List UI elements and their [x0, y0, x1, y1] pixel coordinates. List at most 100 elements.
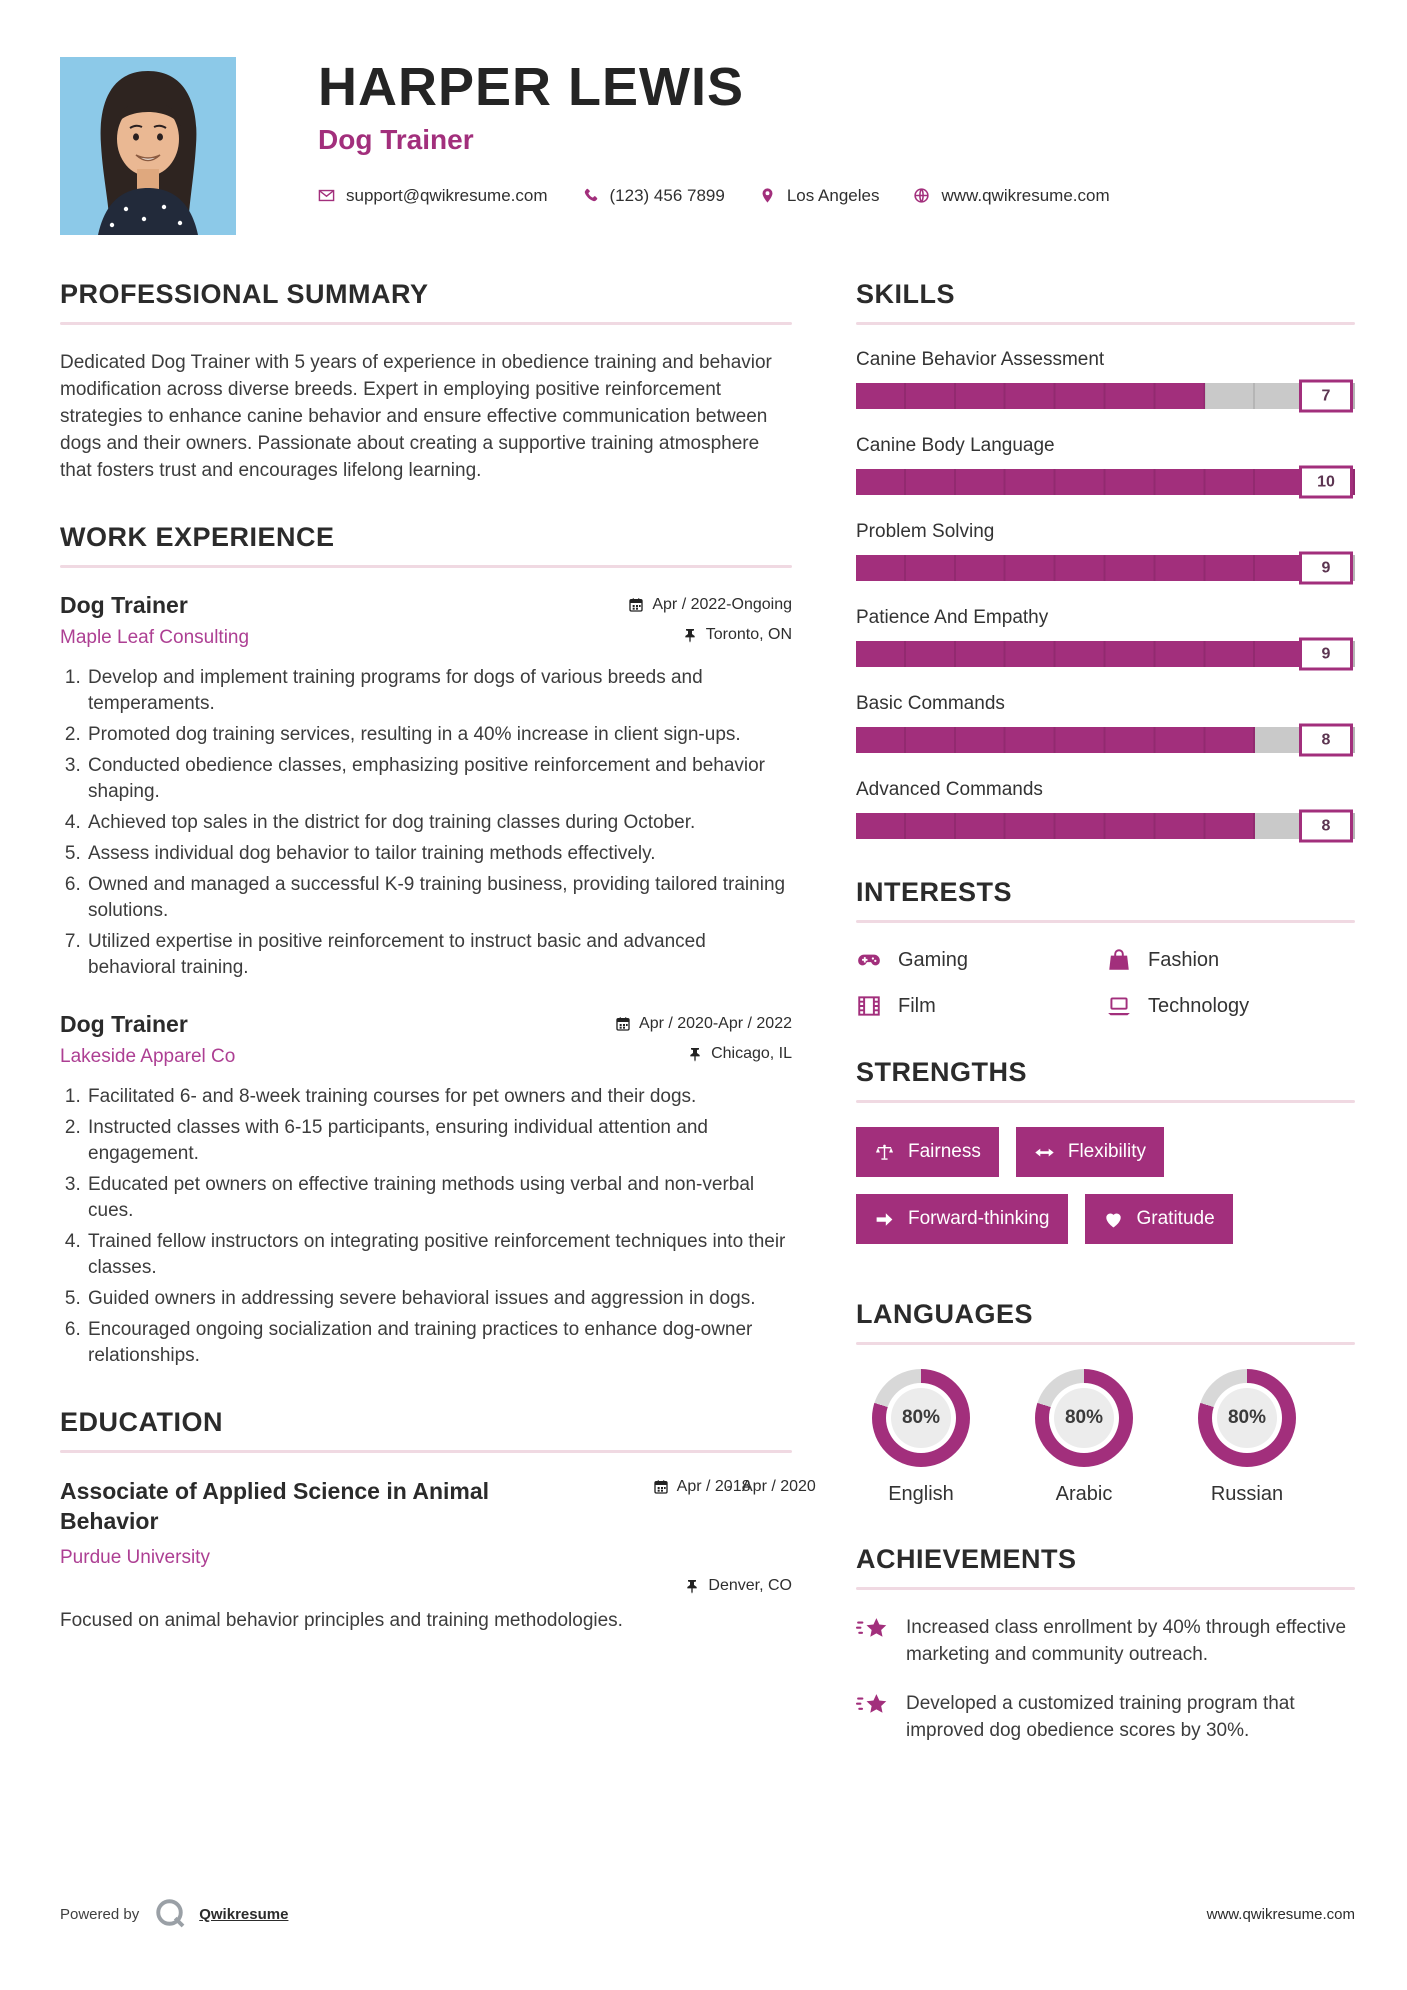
section-interests: INTERESTS Gaming Fashion [856, 877, 1355, 1019]
section-work: WORK EXPERIENCE Dog Trainer Apr / 2022-O… [60, 522, 792, 1369]
interest-item: Technology [1106, 993, 1355, 1019]
job-entry-location-text: Toronto, ON [705, 626, 792, 643]
skill-value-badge: 9 [1299, 637, 1353, 671]
education-location: Denver, CO [684, 1577, 792, 1595]
job-bullet-list: Develop and implement training programs … [60, 665, 792, 981]
job-entry-date-text: Apr / 2022-Ongoing [652, 596, 792, 613]
job-bullet: Guided owners in addressing severe behav… [86, 1286, 792, 1312]
calendar-icon [653, 1479, 669, 1495]
education-location-text: Denver, CO [708, 1576, 792, 1594]
skill-row: Problem Solving 9 [856, 521, 1355, 585]
education-date-separator: - [726, 1478, 732, 1495]
strength-badge: Fairness [856, 1127, 999, 1177]
skill-row: Canine Behavior Assessment 7 [856, 349, 1355, 413]
strengths-heading: STRENGTHS [856, 1057, 1028, 1087]
achievement-item: Developed a customized training program … [856, 1690, 1355, 1744]
contact-row: support@qwikresume.com (123) 456 7899 Lo… [318, 186, 1144, 206]
location-pin-icon [759, 187, 776, 204]
section-divider [60, 322, 792, 325]
education-heading: EDUCATION [60, 1407, 223, 1437]
interest-item: Fashion [1106, 947, 1355, 973]
job-bullet: Encouraged ongoing socialization and tra… [86, 1317, 792, 1369]
interest-item: Film [856, 993, 1106, 1019]
pushpin-icon [684, 1578, 700, 1594]
right-column: SKILLS Canine Behavior Assessment 7 Cani… [856, 279, 1355, 1782]
strength-badge: Gratitude [1084, 1194, 1233, 1244]
language-item: 80% Russian [1182, 1369, 1312, 1506]
contact-phone-text: (123) 456 7899 [609, 185, 725, 205]
interest-label: Technology [1148, 994, 1250, 1017]
skill-bar: 8 [856, 809, 1355, 843]
job-bullet: Utilized expertise in positive reinforce… [86, 929, 792, 981]
languages-heading: LANGUAGES [856, 1299, 1034, 1329]
section-divider [856, 1342, 1355, 1345]
skill-bar-fill [856, 641, 1306, 667]
job-entry-location-text: Chicago, IL [711, 1045, 792, 1062]
education-note: Focused on animal behavior principles an… [60, 1609, 623, 1631]
section-divider [856, 1587, 1355, 1590]
achievement-item: Increased class enrollment by 40% throug… [856, 1614, 1355, 1668]
gamepad-icon [856, 947, 882, 973]
interest-label: Fashion [1148, 948, 1220, 971]
job-entry-date: Apr / 2022-Ongoing [628, 596, 792, 614]
section-achievements: ACHIEVEMENTS Increased class enrollment … [856, 1544, 1355, 1744]
job-bullet-list: Facilitated 6- and 8-week training cours… [60, 1084, 792, 1369]
section-languages: LANGUAGES 80% English 80% [856, 1299, 1355, 1506]
job-bullet: Facilitated 6- and 8-week training cours… [86, 1084, 792, 1110]
film-icon [856, 993, 882, 1019]
job-bullet: Assess individual dog behavior to tailor… [86, 841, 792, 867]
strength-label: Forward-thinking [908, 1208, 1050, 1229]
content-columns: PROFESSIONAL SUMMARY Dedicated Dog Train… [0, 279, 1407, 1782]
section-strengths: STRENGTHS Fairness Flexibility [856, 1057, 1355, 1261]
shopping-bag-icon [1106, 947, 1132, 973]
contact-website-text: www.qwikresume.com [941, 185, 1110, 205]
skill-bar-fill [856, 383, 1206, 409]
contact-website[interactable]: www.qwikresume.com [913, 185, 1110, 206]
laptop-icon [1106, 993, 1132, 1019]
skill-bar-fill [856, 469, 1355, 495]
language-percent: 80% [891, 1388, 951, 1448]
person-name: HARPER LEWIS [318, 57, 745, 117]
job-entry-company: Lakeside Apparel Co [60, 1046, 236, 1067]
section-education: EDUCATION Associate of Applied Science i… [60, 1407, 816, 1634]
skill-bar: 9 [856, 637, 1355, 671]
arrow-right-icon [874, 1209, 895, 1230]
job-entry-title: Dog Trainer [60, 1011, 188, 1037]
skill-value-badge: 8 [1299, 809, 1353, 843]
language-percent: 80% [1217, 1388, 1277, 1448]
interest-item: Gaming [856, 947, 1106, 973]
skill-label: Patience And Empathy [856, 607, 1049, 628]
job-entry-date: Apr / 2020-Apr / 2022 [615, 1015, 792, 1033]
pushpin-icon [687, 1046, 703, 1062]
section-divider [856, 322, 1355, 325]
heart-icon [1103, 1209, 1124, 1230]
section-skills: SKILLS Canine Behavior Assessment 7 Cani… [856, 279, 1355, 843]
skill-row: Patience And Empathy 9 [856, 607, 1355, 671]
job-entry-location: Toronto, ON [682, 626, 792, 644]
shooting-star-icon [856, 1614, 890, 1644]
strength-label: Gratitude [1136, 1208, 1215, 1229]
contact-location[interactable]: Los Angeles [759, 186, 879, 206]
calendar-icon [628, 597, 644, 613]
powered-by-label: Powered by [60, 1905, 140, 1923]
profile-photo [60, 57, 236, 235]
language-item: 80% English [856, 1369, 986, 1506]
left-right-arrow-icon [1034, 1142, 1055, 1163]
job-bullet: Develop and implement training programs … [86, 665, 792, 717]
strength-label: Fairness [908, 1141, 981, 1162]
contact-phone[interactable]: (123) 456 7899 [582, 186, 725, 206]
language-label: Russian [1210, 1483, 1284, 1505]
skill-bar-fill [856, 727, 1256, 753]
language-donut: 80% [872, 1369, 970, 1467]
skill-row: Basic Commands 8 [856, 693, 1355, 757]
qwikresume-link[interactable]: Qwikresume [199, 1905, 289, 1923]
footer-website-link[interactable]: www.qwikresume.com [1206, 1905, 1355, 1923]
section-summary: PROFESSIONAL SUMMARY Dedicated Dog Train… [60, 279, 792, 484]
contact-email[interactable]: support@qwikresume.com [318, 186, 548, 206]
job-entry-date-text: Apr / 2020-Apr / 2022 [639, 1015, 792, 1032]
phone-icon [582, 187, 599, 204]
language-donut: 80% [1198, 1369, 1296, 1467]
job-entry-location: Chicago, IL [687, 1045, 792, 1063]
education-degree: Associate of Applied Science in Animal B… [60, 1478, 490, 1534]
